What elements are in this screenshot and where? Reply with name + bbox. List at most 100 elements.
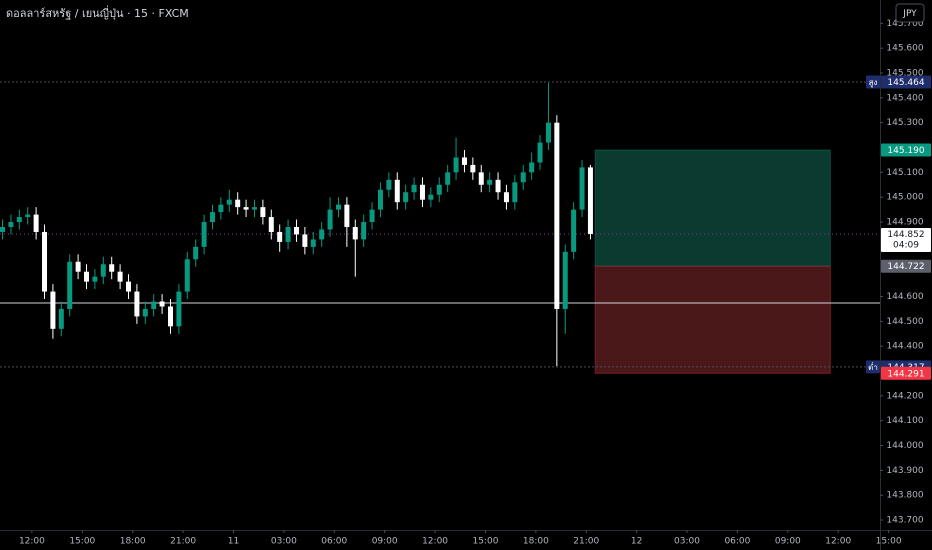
candle-body <box>117 271 123 282</box>
y-tick-label: 145.700 <box>886 19 923 29</box>
candle-body <box>571 209 577 252</box>
candle-body <box>554 122 560 309</box>
y-tick-label: 144.900 <box>886 218 923 228</box>
candle-body <box>335 204 341 210</box>
chart-title: ดอลลาร์สหรัฐ / เยนญี่ปุ่น · 15 · FXCM <box>6 5 189 20</box>
price-label-box <box>881 75 931 89</box>
candle-body <box>142 308 148 317</box>
candle-body <box>75 261 81 272</box>
price-label-prefix: สูง <box>869 78 878 88</box>
candle-body <box>201 222 207 247</box>
x-tick-label: 21:00 <box>170 537 196 547</box>
candle-body <box>67 261 73 309</box>
candle-body <box>92 276 98 282</box>
y-tick-label: 144.400 <box>886 342 923 352</box>
y-tick-label: 144.000 <box>886 441 923 451</box>
candle-body <box>344 204 350 228</box>
candle-body <box>50 291 56 329</box>
candle-body <box>159 301 165 307</box>
x-tick-label: 09:00 <box>372 537 398 547</box>
candle-body <box>235 199 241 208</box>
candle-body <box>260 207 266 218</box>
y-tick-label: 145.000 <box>886 193 923 203</box>
candle-body <box>0 227 6 232</box>
candle-body <box>42 231 48 292</box>
y-tick-label: 145.400 <box>886 93 923 103</box>
candle-body <box>445 172 451 185</box>
candle-body <box>453 157 459 173</box>
candle-body <box>386 179 392 190</box>
x-tick-label: 15:00 <box>876 537 902 547</box>
candle-body <box>33 214 39 232</box>
candle-body <box>503 192 509 203</box>
price-label: 145.464 <box>887 78 924 88</box>
y-tick-label: 143.700 <box>886 516 923 526</box>
price-label: 145.190 <box>887 146 924 156</box>
candle-body <box>537 142 543 163</box>
candle-body <box>209 212 215 223</box>
candle-body <box>176 291 182 327</box>
candle-body <box>369 209 375 223</box>
x-tick-label: 18:00 <box>120 537 146 547</box>
y-tick-label: 144.600 <box>886 292 923 302</box>
candle-body <box>8 222 14 228</box>
candle-body <box>243 207 249 210</box>
candle-body <box>520 172 526 183</box>
candle-body <box>151 301 157 309</box>
candle-body <box>394 179 400 203</box>
candle-body <box>134 291 140 317</box>
x-tick-label: 12 <box>631 537 642 547</box>
candle-body <box>403 192 409 203</box>
candle-body <box>167 306 173 327</box>
candle-body <box>277 231 283 242</box>
candle-body <box>512 182 518 203</box>
candle-body <box>218 204 224 213</box>
candle-body <box>285 227 291 242</box>
candle-body <box>251 207 257 210</box>
candle-body <box>58 308 64 329</box>
y-tick-label: 145.600 <box>886 44 923 54</box>
candle-body <box>352 227 358 240</box>
x-tick-label: 15:00 <box>472 537 498 547</box>
candle-body <box>478 172 484 185</box>
y-tick-label: 145.100 <box>886 168 923 178</box>
candle-body <box>310 239 316 247</box>
plot-area <box>0 81 880 374</box>
candle-body <box>193 246 199 260</box>
candle-body <box>470 164 476 173</box>
candle-body <box>226 199 232 205</box>
candle-body <box>495 179 501 193</box>
candle-body <box>419 184 425 200</box>
price-label: 144.291 <box>887 369 924 379</box>
price-label-countdown: 04:09 <box>893 240 919 250</box>
currency-button-label[interactable]: JPY <box>902 9 917 19</box>
candle-body <box>126 281 132 292</box>
candle-body <box>268 217 274 232</box>
currency-button[interactable] <box>895 3 925 23</box>
candle-body <box>436 184 442 195</box>
candle-body <box>16 217 22 223</box>
x-tick-label: 12:00 <box>19 537 45 547</box>
candle-body <box>562 251 568 309</box>
price-label-box <box>881 143 931 157</box>
x-tick-label: 11 <box>228 537 239 547</box>
price-label: 144.722 <box>887 262 924 272</box>
candle-body <box>487 179 493 185</box>
x-tick-label: 09:00 <box>775 537 801 547</box>
loss-zone <box>594 265 831 374</box>
y-tick-label: 143.900 <box>886 466 923 476</box>
candle-body <box>411 184 417 193</box>
candle-body <box>377 189 383 210</box>
candle-body <box>302 234 308 247</box>
y-tick-label: 144.100 <box>886 416 923 426</box>
x-tick-label: 03:00 <box>271 537 297 547</box>
candle-body <box>109 264 115 272</box>
x-tick-label: 06:00 <box>321 537 347 547</box>
x-tick-label: 18:00 <box>523 537 549 547</box>
x-tick-label: 21:00 <box>573 537 599 547</box>
x-tick-label: 12:00 <box>825 537 851 547</box>
y-tick-label: 145.300 <box>886 118 923 128</box>
candle-body <box>545 122 551 143</box>
y-tick-label: 144.200 <box>886 391 923 401</box>
